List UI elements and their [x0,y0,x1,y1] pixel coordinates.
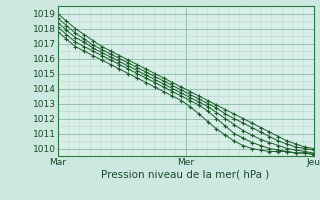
X-axis label: Pression niveau de la mer( hPa ): Pression niveau de la mer( hPa ) [101,170,270,180]
